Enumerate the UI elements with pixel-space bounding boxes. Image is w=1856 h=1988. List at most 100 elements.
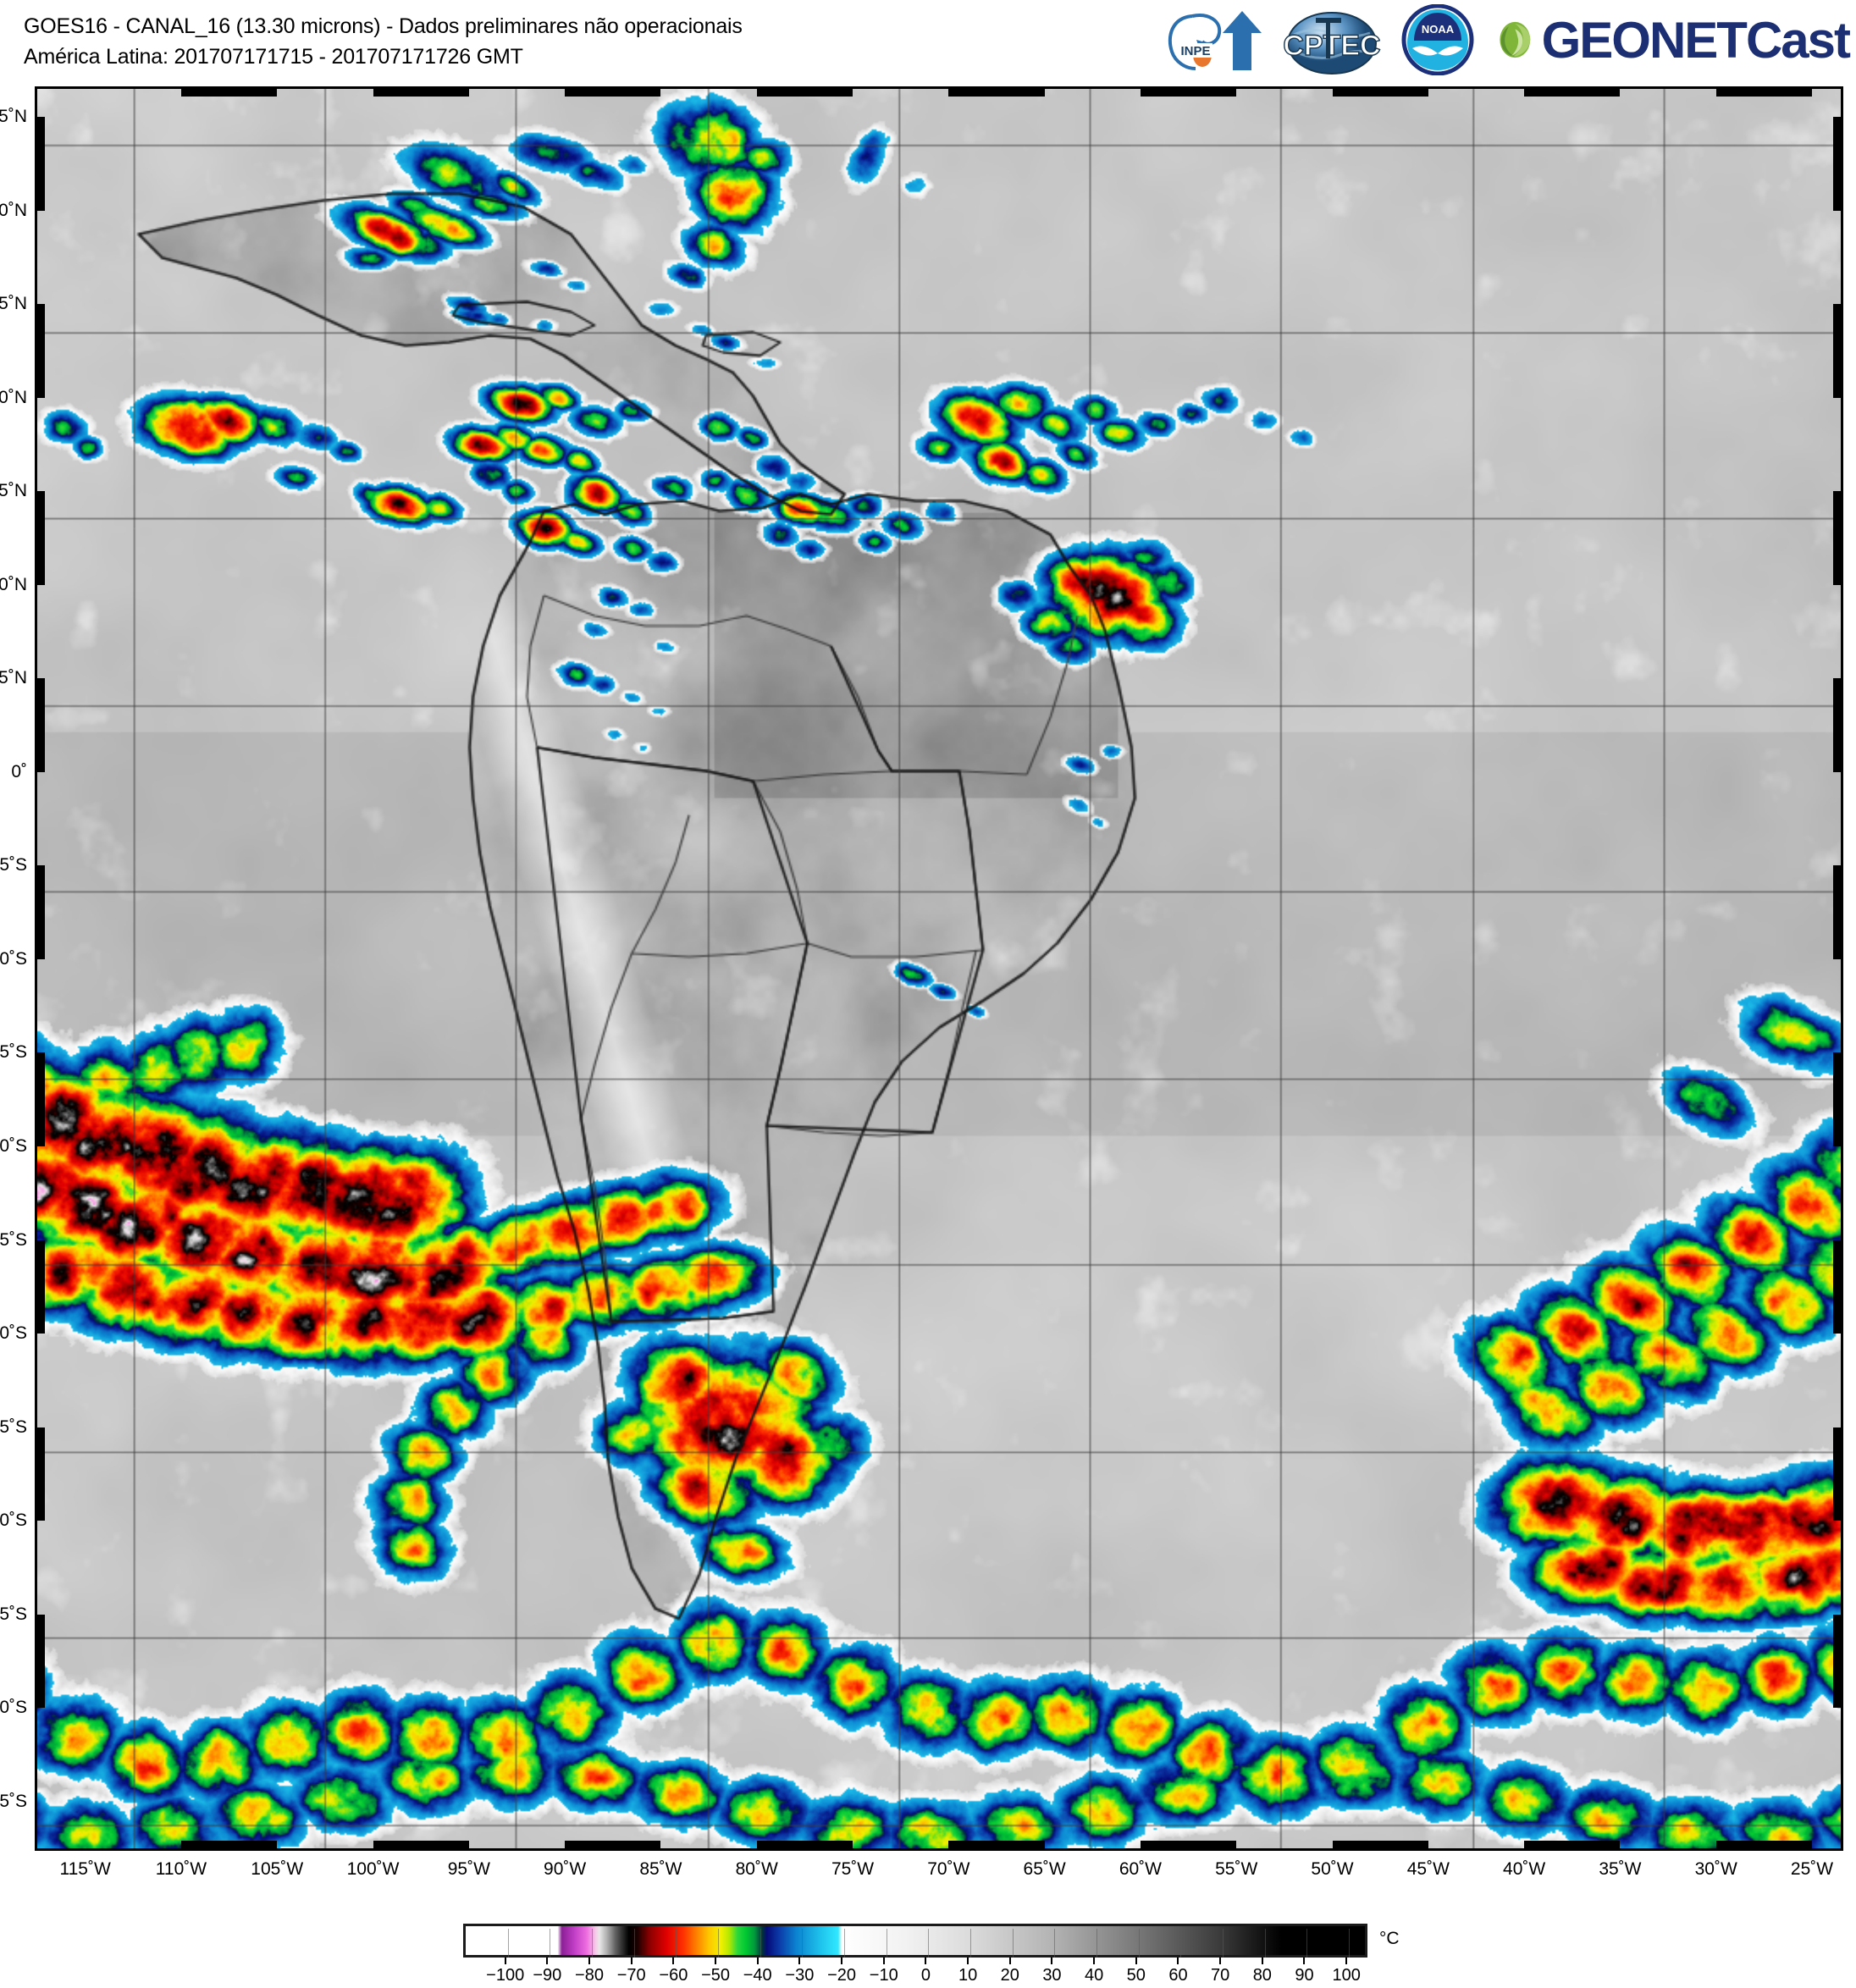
colorbar-tick xyxy=(715,1958,717,1964)
frame-tick-segment xyxy=(1833,491,1841,585)
colorbar-tick-label: 50 xyxy=(1126,1966,1146,1985)
longitude-tick-label: 110˚W xyxy=(155,1859,207,1879)
colorbar-tick-labels: −100 −90 −80 −70 −60 −50 −40 −30 −20 −10 0 10 20 30 40… xyxy=(463,1966,1367,1988)
colorbar-tick xyxy=(798,1958,801,1964)
colorbar-tick xyxy=(925,1958,927,1964)
colorbar-gridline xyxy=(507,1929,509,1958)
colorbar-gridline xyxy=(1054,1929,1056,1958)
colorbar-tick-label: −50 xyxy=(701,1966,730,1985)
frame-tick-segment xyxy=(1833,1614,1841,1709)
colorbar-tick-label: −80 xyxy=(575,1966,604,1985)
colorbar-tick xyxy=(756,1958,759,1964)
colorbar-gridline xyxy=(1096,1929,1098,1958)
colorbar-tick xyxy=(841,1958,843,1964)
latitude-tick-label: 25˚S xyxy=(0,1229,27,1250)
noaa-logo-text: NOAA xyxy=(1422,23,1455,36)
frame-tick-segment xyxy=(37,304,45,398)
longitude-tick-label: 40˚W xyxy=(1503,1859,1546,1879)
colorbar-tick xyxy=(1093,1958,1096,1964)
colorbar-tick-label: 100 xyxy=(1332,1966,1361,1985)
noaa-logo: NOAA xyxy=(1394,3,1482,76)
longitude-tick-label: 70˚W xyxy=(927,1859,970,1879)
page-title: GOES16 - CANAL_16 (13.30 microns) - Dado… xyxy=(24,14,743,38)
latitude-tick-label: 40˚S xyxy=(0,1510,27,1531)
frame-tick-segment xyxy=(565,1841,661,1848)
colorbar-tick-label: −70 xyxy=(616,1966,646,1985)
frame-tick-segment xyxy=(1833,304,1841,398)
colorbar-tick xyxy=(546,1958,549,1964)
frame-tick-segment xyxy=(1332,1841,1428,1848)
colorbar-tick xyxy=(504,1958,506,1964)
colorbar-gridline xyxy=(802,1929,804,1958)
colorbar-tick xyxy=(1051,1958,1053,1964)
colorbar-tick xyxy=(882,1958,885,1964)
satellite-map[interactable] xyxy=(35,86,1843,1851)
latitude-tick-label: 30˚N xyxy=(0,200,27,220)
frame-tick-segment xyxy=(948,89,1045,97)
colorbar-tick xyxy=(1261,1958,1263,1964)
longitude-tick-label: 115˚W xyxy=(59,1859,111,1879)
geonetcast-logo-text: GEONETCast xyxy=(1541,11,1851,69)
colorbar-gridline xyxy=(844,1929,846,1958)
longitude-tick-label: 75˚W xyxy=(831,1859,875,1879)
latitude-tick-label: 50˚S xyxy=(0,1698,27,1718)
frame-tick-segment xyxy=(1833,1240,1841,1334)
longitude-tick-label: 80˚W xyxy=(735,1859,778,1879)
frame-tick-segment xyxy=(1715,89,1812,97)
colorbar-gridline xyxy=(592,1929,594,1958)
geonetcast-mark xyxy=(1500,21,1531,58)
frame-tick-segment xyxy=(180,89,278,97)
latitude-tick-label: 20˚N xyxy=(0,387,27,407)
geonetcast-logo: GEONETCast xyxy=(1494,4,1851,75)
colorbar-tick-label: −100 xyxy=(486,1966,525,1985)
colorbar-gridline xyxy=(718,1929,720,1958)
frame-tick-segment xyxy=(1833,678,1841,772)
colorbar-gridline xyxy=(676,1929,677,1958)
frame-tick-segment xyxy=(373,1841,469,1848)
frame-tick-segment xyxy=(37,1427,45,1521)
colorbar-tick-label: 20 xyxy=(1000,1966,1019,1985)
cptec-logo-text: CPTEC xyxy=(1283,30,1380,62)
latitude-tick-label: 35˚N xyxy=(0,107,27,127)
latitude-tick-label: 5˚S xyxy=(0,855,27,875)
colorbar-tick-label: 0 xyxy=(920,1966,931,1985)
latitude-tick-label: 25˚N xyxy=(0,294,27,314)
colorbar-tick xyxy=(672,1958,675,1964)
latitude-tick-label: 35˚S xyxy=(0,1416,27,1437)
longitude-tick-label: 35˚W xyxy=(1599,1859,1642,1879)
colorbar-gridline xyxy=(1264,1929,1266,1958)
page-subtitle: América Latina: 201707171715 - 201707171… xyxy=(24,44,523,69)
frame-tick-segment xyxy=(1140,1841,1237,1848)
colorbar-gridline xyxy=(633,1929,635,1958)
frame-tick-segment xyxy=(37,117,45,211)
colorbar-tick-label: −30 xyxy=(785,1966,815,1985)
logo-bar: INPE CPTEC xyxy=(1160,2,1851,78)
frame-tick-segment xyxy=(37,1240,45,1334)
latitude-tick-label: 15˚S xyxy=(0,1042,27,1063)
colorbar-tick-label: −40 xyxy=(743,1966,772,1985)
frame-tick-segment xyxy=(37,1614,45,1709)
frame-tick-segment xyxy=(37,678,45,772)
frame-tick-segment xyxy=(565,89,661,97)
colorbar-gridline xyxy=(1138,1929,1140,1958)
colorbar-tick-label: −10 xyxy=(869,1966,898,1985)
longitude-tick-label: 60˚W xyxy=(1119,1859,1163,1879)
frame-tick-segment xyxy=(1833,1427,1841,1521)
colorbar-tick-label: 60 xyxy=(1168,1966,1188,1985)
longitude-tick-label: 25˚W xyxy=(1790,1859,1834,1879)
satellite-image-canvas xyxy=(37,89,1841,1848)
colorbar-tick xyxy=(588,1958,591,1964)
latitude-tick-label: 45˚S xyxy=(0,1604,27,1624)
longitude-tick-label: 95˚W xyxy=(447,1859,490,1879)
colorbar-tick xyxy=(1219,1958,1222,1964)
colorbar-ticks xyxy=(463,1958,1367,1964)
colorbar-tick xyxy=(1345,1958,1348,1964)
latitude-tick-label: 55˚S xyxy=(0,1791,27,1811)
longitude-tick-label: 85˚W xyxy=(639,1859,682,1879)
longitude-tick-label: 105˚W xyxy=(251,1859,304,1879)
longitude-tick-label: 50˚W xyxy=(1311,1859,1354,1879)
frame-tick-segment xyxy=(37,491,45,585)
colorbar-tick-label: 70 xyxy=(1211,1966,1230,1985)
latitude-tick-label: 10˚S xyxy=(0,948,27,969)
latitude-tick-label: 15˚N xyxy=(0,481,27,501)
